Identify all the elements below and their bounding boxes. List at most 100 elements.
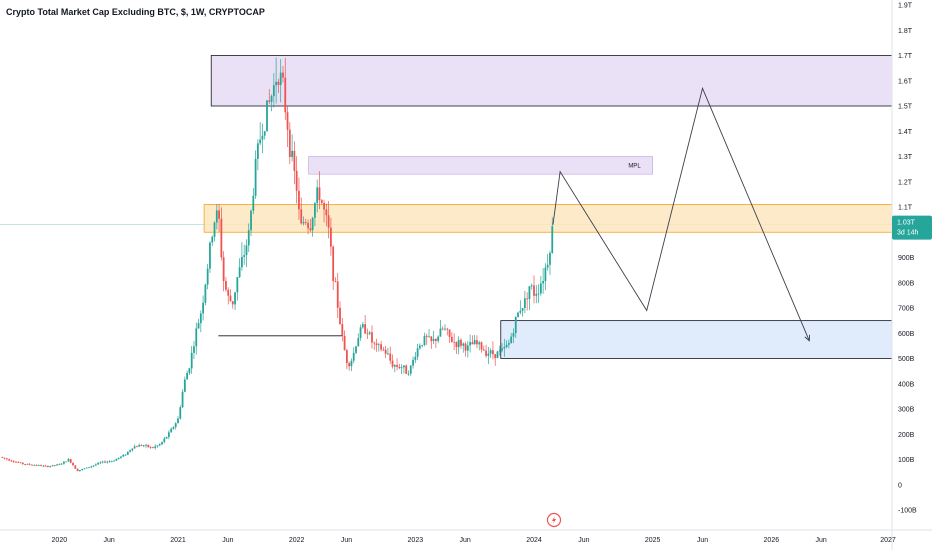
candle-body — [300, 209, 303, 224]
mpl-zone[interactable] — [308, 156, 653, 175]
candles-layer — [1, 57, 554, 472]
candle-body — [412, 359, 414, 366]
candle-body — [510, 336, 513, 343]
candle-body — [334, 281, 337, 282]
candle-body — [366, 333, 369, 335]
candle-body — [478, 342, 481, 345]
candle-body — [222, 257, 225, 281]
candle-body — [282, 72, 284, 78]
candle-body — [387, 353, 389, 355]
x-tick-label: Jun — [460, 537, 471, 544]
projection-arrow-head — [804, 334, 811, 342]
candle-body — [407, 373, 410, 375]
x-tick-label: 2021 — [170, 537, 186, 544]
candle-body — [434, 339, 437, 341]
candle-body — [368, 332, 371, 334]
candle-body — [56, 464, 58, 466]
candle-body — [425, 335, 428, 337]
candle-body — [423, 335, 426, 346]
candle-body — [480, 342, 483, 350]
candle-body — [21, 462, 24, 465]
candle-body — [69, 459, 72, 463]
candle-body — [396, 364, 398, 367]
candle-body — [129, 450, 131, 452]
candle-body — [122, 454, 125, 457]
candle-body — [343, 335, 346, 351]
candle-body — [501, 348, 503, 351]
candle-body — [437, 336, 440, 341]
candle-body — [272, 85, 275, 97]
candle-body — [62, 461, 65, 464]
candle-body — [158, 444, 161, 446]
candle-body — [97, 462, 100, 465]
y-tick-label: -100B — [898, 508, 917, 515]
candle-body — [211, 236, 214, 243]
candle-body — [492, 350, 494, 355]
candle-body — [12, 461, 15, 462]
support-zone[interactable] — [500, 320, 893, 359]
candle-body — [551, 226, 554, 253]
x-tick-label: 2025 — [645, 537, 661, 544]
candle-body — [418, 345, 421, 349]
candle-body — [131, 448, 134, 451]
candle-body — [323, 202, 325, 210]
candle-body — [462, 343, 465, 346]
candle-body — [254, 158, 257, 196]
candle-body — [364, 324, 367, 334]
candle-body — [528, 286, 531, 300]
candle-body — [156, 445, 159, 447]
candle-body — [83, 468, 86, 470]
candle-body — [291, 150, 294, 158]
candle-body — [167, 432, 170, 437]
candle-body — [507, 342, 510, 345]
candle-body — [357, 338, 360, 347]
candle-body — [380, 344, 383, 350]
candle-body — [145, 444, 147, 446]
candle-body — [302, 221, 305, 224]
candle-body — [350, 360, 353, 367]
logo-icon — [546, 512, 562, 528]
y-tick-label: 1.5T — [898, 104, 913, 111]
candle-body — [389, 353, 392, 361]
resistance-zone[interactable] — [210, 55, 893, 107]
candle-body — [430, 336, 433, 342]
candle-body — [348, 363, 351, 367]
price-badge-value: 1.03T — [897, 220, 916, 227]
candle-body — [416, 348, 419, 357]
candle-body — [512, 333, 515, 337]
candle-body — [195, 328, 198, 347]
candle-body — [10, 460, 13, 462]
candle-body — [345, 350, 348, 364]
key-zone[interactable] — [203, 204, 893, 233]
candle-body — [149, 447, 152, 448]
candle-body — [240, 256, 243, 268]
candle-body — [124, 454, 127, 456]
candle-body — [384, 349, 387, 354]
x-tick-label: Jun — [104, 537, 115, 544]
candle-body — [304, 221, 307, 223]
candle-body — [476, 340, 478, 345]
candle-body — [58, 464, 61, 466]
projection-path[interactable] — [552, 86, 810, 342]
candle-body — [229, 295, 232, 302]
candle-body — [339, 307, 341, 324]
candle-body — [209, 242, 211, 269]
candle-body — [444, 328, 446, 330]
candle-body — [78, 470, 81, 472]
y-tick-label: 1.2T — [898, 179, 913, 186]
candle-body — [307, 222, 309, 229]
candle-body — [218, 210, 220, 219]
candle-body — [266, 100, 268, 132]
y-tick-label: 1.8T — [898, 28, 913, 35]
candle-body — [546, 264, 549, 268]
candle-body — [252, 195, 255, 211]
candle-body — [505, 344, 508, 348]
candle-body — [489, 350, 492, 354]
candle-body — [526, 298, 529, 300]
candle-body — [76, 468, 79, 472]
candle-body — [457, 339, 460, 348]
candle-body — [355, 346, 357, 353]
candle-body — [88, 467, 90, 469]
candle-body — [250, 210, 252, 231]
